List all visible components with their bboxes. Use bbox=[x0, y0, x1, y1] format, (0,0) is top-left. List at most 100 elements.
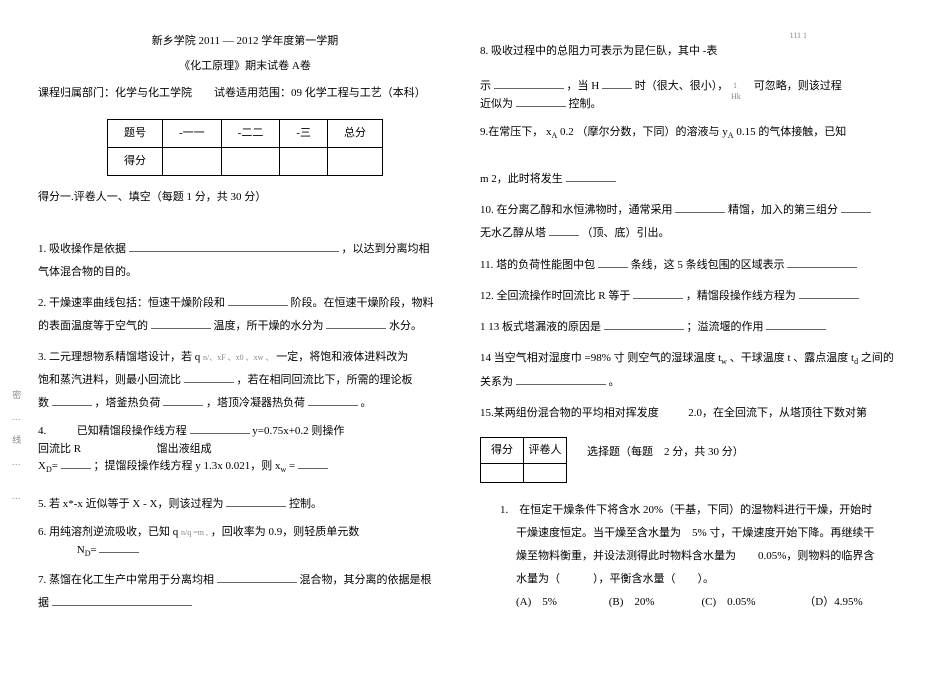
q7-text-a: 7. 蒸馏在化工生产中常用于分离均相 bbox=[38, 574, 214, 586]
sub-a: A bbox=[552, 131, 558, 140]
right-column: 111 1 8. 吸收过程中的总阻力可表示为昆仨臥，其中 -表 示 ，当 H 时… bbox=[470, 0, 945, 699]
mc1-opt-c: (C) 0.05% bbox=[702, 591, 802, 614]
q10-text-a: 10. 在分离乙醇和水恒沸物时，通常采用 bbox=[480, 204, 673, 216]
q9: 9.在常压下， xA 0.2 （摩尔分数，下同）的溶液与 yA 0.15 的气体… bbox=[480, 121, 917, 191]
q13: 1 13 板式塔漏液的原因是 ；溢流堰的作用 bbox=[480, 316, 917, 339]
q10-text-c: 无水乙醇从塔 bbox=[480, 227, 546, 239]
q14-text-a: 14 当空气相对湿度巾 =98% 寸 则空气的湿球温度 t bbox=[480, 352, 721, 364]
blank bbox=[184, 372, 234, 383]
q2-text-d: 温度，所干燥的水分为 bbox=[214, 320, 324, 332]
mc1-opt-b: (B) 20% bbox=[609, 591, 699, 614]
blank bbox=[129, 241, 339, 252]
th-col3: -三 bbox=[280, 120, 328, 148]
q4-text-b: 已知精馏段操作线方程 bbox=[77, 425, 187, 437]
blank bbox=[61, 459, 91, 470]
th-col2: -二二 bbox=[221, 120, 280, 148]
cell-blank bbox=[524, 464, 567, 483]
q9-text-c: 0.2 （摩尔分数，下同）的溶液与 y bbox=[560, 126, 728, 138]
table-row: 得分 bbox=[107, 148, 382, 176]
blank bbox=[228, 295, 288, 306]
th-total: 总分 bbox=[328, 120, 383, 148]
blank bbox=[566, 171, 616, 182]
q3: 3. 二元理想物系精馏塔设计，若 q n/、xF 、x0 、xw 、 一定，将饱… bbox=[38, 346, 452, 415]
q14-text-b: 、干球温度 t 、露点温度 t bbox=[730, 352, 854, 364]
sub-w: w bbox=[280, 466, 286, 475]
blank bbox=[516, 96, 566, 107]
q1-text-a: 1. 吸收操作是依据 bbox=[38, 243, 126, 255]
mc1-opt-d: （D）4.95% bbox=[804, 591, 862, 614]
q7-text-c: 据 bbox=[38, 597, 49, 609]
blank bbox=[308, 395, 358, 406]
blank bbox=[298, 459, 328, 470]
q7-text-b: 混合物，其分离的依据是根 bbox=[300, 574, 432, 586]
q8-text-c: ，当 H bbox=[567, 80, 600, 92]
th-col1: -一一 bbox=[162, 120, 221, 148]
table-row: 题号 -一一 -二二 -三 总分 bbox=[107, 120, 382, 148]
q4-text-f: X bbox=[38, 460, 46, 472]
q4-num: 4. bbox=[38, 423, 74, 441]
q10-text-b: 精馏，加入的第三组分 bbox=[728, 204, 838, 216]
q6-text-c: N bbox=[77, 544, 85, 556]
q15-text-b: 2.0，在全回流下，从塔顶往下数对第 bbox=[688, 407, 867, 419]
section2-header-row: 得分 评卷人 选择题（每题 2 分，共 30 分） bbox=[480, 433, 917, 489]
q2-text-b: 阶段。在恒速干燥阶段，物料 bbox=[291, 297, 434, 309]
section2-score-table: 得分 评卷人 bbox=[480, 437, 567, 483]
q13-text-a: 1 13 板式塔漏液的原因是 bbox=[480, 321, 601, 333]
blank bbox=[633, 288, 683, 299]
school-title: 新乡学院 2011 — 2012 学年度第一学期 bbox=[38, 30, 452, 53]
mc-q1: 1. 在恒定干燥条件下将含水 20%（干基，下同）的湿物料进行干燥，开始时 干燥… bbox=[480, 499, 917, 614]
q11-text-b: 条线，这 5 条线包围的区域表示 bbox=[631, 259, 785, 271]
blank bbox=[163, 395, 203, 406]
blank bbox=[494, 78, 564, 89]
q12: 12. 全回流操作时回流比 R 等于 ，精馏段操作线方程为 bbox=[480, 285, 917, 308]
q10-text-d: （顶、底）引出。 bbox=[582, 227, 670, 239]
binding-margin-note: 密 … 线 … … bbox=[8, 390, 24, 503]
blank bbox=[604, 319, 684, 330]
mc1-text-d: 水量为（ ），平衡含水量（ ）。 bbox=[500, 568, 714, 591]
q4-text-g: ；提馏段操作线方程 y 1.3x 0.021，则 x bbox=[93, 460, 280, 472]
q3-vars: n/、xF 、x0 、xw 、 bbox=[203, 353, 273, 362]
q3-text-b: 一定，将饱和液体进料改为 bbox=[276, 351, 408, 363]
q2: 2. 干燥速率曲线包括：恒速干燥阶段和 阶段。在恒速干燥阶段，物料 的表面温度等… bbox=[38, 292, 452, 338]
q2-text-a: 2. 干燥速率曲线包括：恒速干燥阶段和 bbox=[38, 297, 225, 309]
sub-d: D bbox=[46, 466, 52, 475]
q8-frac-bot: Hk bbox=[731, 91, 741, 104]
q9-text-a: 9.在常压下， bbox=[480, 126, 543, 138]
q12-text-a: 12. 全回流操作时回流比 R 等于 bbox=[480, 290, 630, 302]
cell-blank bbox=[162, 148, 221, 176]
blank bbox=[675, 202, 725, 213]
q8-tiny: 111 1 bbox=[480, 30, 917, 43]
q15: 15.某两组份混合物的平均相对挥发度 2.0，在全回流下，从塔顶往下数对第 bbox=[480, 402, 917, 425]
q13-text-b: ；溢流堰的作用 bbox=[687, 321, 764, 333]
table-row bbox=[481, 464, 567, 483]
blank bbox=[190, 423, 250, 434]
q6-text-a: 6. 用纯溶剂逆流吸收，已知 q bbox=[38, 526, 178, 538]
mc1-text-c: 燥至物料衡重，并设法测得此时物料含水量为 0.05%，则物料的临界含 bbox=[500, 545, 874, 568]
q10: 10. 在分离乙醇和水恒沸物时，通常采用 精馏，加入的第三组分 无水乙醇从塔 （… bbox=[480, 199, 917, 245]
blank bbox=[598, 257, 628, 268]
sub-d3: d bbox=[854, 357, 858, 366]
blank bbox=[226, 497, 286, 508]
section1-heading: 得分一.评卷人一、填空（每题 1 分，共 30 分） bbox=[38, 186, 452, 209]
th-score: 得分 bbox=[107, 148, 162, 176]
q6-text-b: ，回收率为 0.9，则轻质单元数 bbox=[211, 526, 360, 538]
q1: 1. 吸收操作是依据 ，以达到分离均相 气体混合物的目的。 bbox=[38, 238, 452, 284]
blank bbox=[326, 318, 386, 329]
sub-d2: D bbox=[85, 549, 91, 558]
th-number: 题号 bbox=[107, 120, 162, 148]
blank bbox=[549, 226, 579, 237]
q5: 5. 若 x*-x 近似等于 X - X，则该过程为 控制。 bbox=[38, 493, 452, 516]
q8-text-f: 近似为 bbox=[480, 98, 513, 110]
q9-text-e: m 2，此时将发生 bbox=[480, 173, 563, 185]
q4-text-c: y=0.75x+0.2 则操作 bbox=[252, 425, 344, 437]
q4-text-e: 馏出液组成 bbox=[157, 443, 212, 455]
q3-text-c: 饱和蒸汽进料，则最小回流比 bbox=[38, 374, 181, 386]
score-table: 题号 -一一 -二二 -三 总分 得分 bbox=[107, 119, 383, 176]
blank bbox=[151, 318, 211, 329]
blank bbox=[217, 572, 297, 583]
mc1-opt-a: (A) 5% bbox=[516, 591, 606, 614]
q8-text-b: 示 bbox=[480, 80, 491, 92]
q14-text-e: 。 bbox=[609, 376, 620, 388]
blank bbox=[787, 257, 857, 268]
q8: 111 1 8. 吸收过程中的总阻力可表示为昆仨臥，其中 -表 示 ，当 H 时… bbox=[480, 30, 917, 113]
